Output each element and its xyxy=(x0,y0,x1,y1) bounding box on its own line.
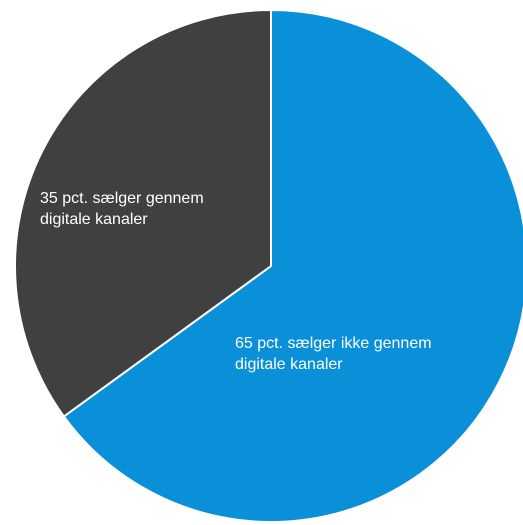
slice-label-line: 35 pct. sælger gennem xyxy=(40,190,204,207)
pie-slices xyxy=(14,9,523,523)
pie-slice-35 xyxy=(14,9,272,418)
slice-label-35: 35 pct. sælger gennem digitale kanaler xyxy=(40,190,204,228)
pie-slice-65 xyxy=(62,9,523,523)
slice-label-65: 65 pct. sælger ikke gennem digitale kanal… xyxy=(235,335,432,373)
slice-label-line: digitale kanaler xyxy=(235,356,343,373)
slice-label-line: digitale kanaler xyxy=(40,211,148,228)
slice-label-line: 65 pct. sælger ikke gennem xyxy=(235,335,432,352)
pie-labels: 65 pct. sælger ikke gennem digitale kanal… xyxy=(40,190,432,373)
